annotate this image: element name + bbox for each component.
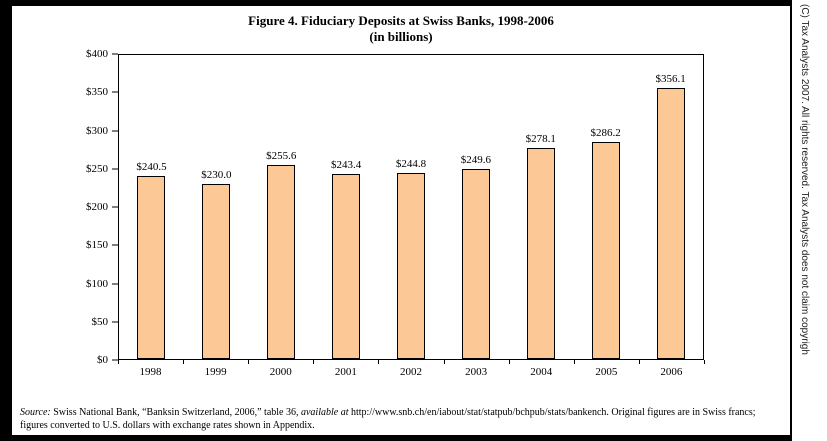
x-axis-tick (248, 360, 250, 364)
bar-column: $286.2 (573, 55, 638, 359)
x-axis-label: 1999 (204, 366, 227, 378)
x-axis-tick (704, 360, 705, 364)
y-axis-tick (112, 130, 118, 131)
x-axis-tick (378, 360, 380, 364)
bar-column: $278.1 (508, 55, 573, 359)
bar (202, 184, 231, 359)
figure-container: Figure 4. Fiduciary Deposits at Swiss Ba… (12, 6, 790, 435)
x-axis-label: 2003 (465, 366, 488, 378)
bar-value-label: $286.2 (590, 126, 621, 139)
source-label: Source: (20, 407, 51, 418)
bar-column: $230.0 (184, 55, 249, 359)
bar-column: $243.4 (314, 55, 379, 359)
source-text-before: Swiss National Bank, “Banksin Switzerlan… (50, 407, 301, 418)
bar-value-label: $230.0 (201, 169, 232, 182)
plot-area: $240.5 $230.0 $255.6 $243.4 $244.8 $249.6 $278… (118, 54, 704, 360)
y-axis-tick-label: $100 (86, 277, 108, 290)
bar-column: $356.1 (638, 55, 703, 359)
y-axis-tick-label: $300 (86, 124, 108, 137)
bar-column: $244.8 (379, 55, 444, 359)
y-axis-tick-label: $250 (86, 162, 108, 175)
bar (267, 164, 296, 359)
source-note: Source: Swiss National Bank, “Banksin Sw… (20, 406, 784, 432)
y-axis-ticks (112, 53, 118, 361)
bar-value-label: $244.8 (395, 157, 427, 170)
chart-subtitle: (in billions) (369, 29, 433, 44)
y-axis-tick-label: $150 (86, 239, 108, 252)
bar (526, 147, 555, 359)
bar (656, 88, 685, 359)
x-axis-label: 2001 (334, 366, 357, 378)
x-axis-label: 1998 (139, 366, 162, 378)
copyright-sidebar-text: (C) Tax Analysts 2007. All rights reserv… (799, 4, 810, 355)
bar-value-label: $243.4 (330, 159, 362, 172)
bar-value-label: $255.6 (266, 149, 297, 162)
y-axis-tick (112, 206, 118, 208)
bar (137, 176, 166, 359)
y-axis-tick (112, 244, 118, 246)
bar-column: $255.6 (249, 55, 314, 359)
y-axis-labels: $0 $50 $100 $150 $200 $250 $300 $350 $400 (60, 48, 109, 366)
x-axis-tick (508, 360, 510, 364)
y-axis-tick (112, 53, 118, 55)
x-axis-label: 2000 (269, 366, 292, 378)
bar (332, 174, 361, 359)
x-axis-tick (638, 360, 640, 364)
bar (591, 141, 620, 359)
bar-value-label: $278.1 (525, 132, 556, 145)
y-axis-tick (112, 283, 118, 284)
x-axis-label: 2005 (595, 366, 618, 378)
x-axis-label: 2002 (399, 366, 422, 378)
bar-value-label: $240.5 (136, 161, 167, 174)
y-axis-tick (112, 359, 118, 361)
x-axis-tick (573, 360, 575, 364)
bar (461, 169, 490, 359)
y-axis-tick-label: $350 (86, 86, 108, 99)
bar-value-label: $249.6 (460, 154, 492, 167)
bar (397, 172, 425, 359)
y-axis-tick (112, 91, 118, 93)
y-axis-tick-label: $400 (86, 48, 108, 60)
x-axis-tick (183, 360, 185, 364)
y-axis-tick-label: $50 (91, 315, 109, 328)
x-axis-ticks (118, 360, 705, 365)
bar-column: $249.6 (443, 55, 508, 359)
x-axis-labels: 1998 1999 2000 2001 2002 2003 2004 2005 2006 (118, 366, 704, 378)
source-text-after: http://www.snb.ch/en/iabout/stat/statpub… (20, 407, 756, 431)
y-axis-tick (112, 321, 118, 323)
x-axis-label: 2006 (660, 366, 683, 378)
y-axis-tick-label: $0 (97, 354, 108, 366)
y-axis-tick-label: $200 (86, 201, 108, 213)
bar-column: $240.5 (119, 55, 184, 359)
chart-title: Figure 4. Fiduciary Deposits at Swiss Ba… (248, 13, 554, 28)
x-axis-label: 2004 (530, 366, 553, 378)
bar-value-label: $356.1 (655, 73, 686, 86)
y-axis-tick (112, 168, 118, 170)
source-available-at: available at (300, 407, 349, 418)
x-axis-tick (443, 360, 445, 364)
x-axis-tick (118, 360, 119, 364)
x-axis-tick (313, 360, 315, 364)
